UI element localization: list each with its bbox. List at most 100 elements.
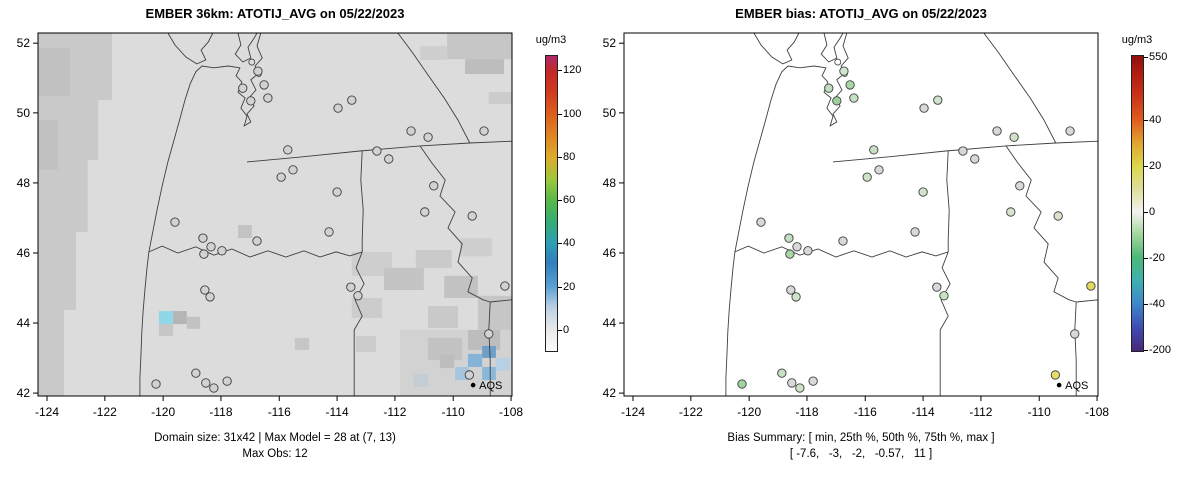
island-outline [248,58,256,66]
x-axis-tick-label: -116 [854,405,877,419]
station-marker [217,246,227,256]
station-marker [484,329,494,339]
station-marker [384,154,394,164]
station-marker [464,370,474,380]
station-marker [939,291,949,301]
x-axis-tick-label: -122 [679,405,703,419]
colorbar-tick-label: 40 [1149,114,1162,127]
station-marker [170,217,180,227]
station-marker [238,83,248,93]
x-axis-tick-label: -118 [209,405,232,419]
colorbar-tick-mark [558,286,562,288]
colorbar-tick-mark [558,243,562,245]
grid-cell [294,337,310,350]
y-axis-tick-label: 44 [603,316,617,330]
model-panel: EMBER 36km: ATOTIJ_AVG on 05/22/2023 -12… [17,6,582,460]
colorbar-tick-label: 550 [1149,51,1168,64]
model-caption-line2: Max Obs: 12 [242,448,308,460]
station-marker [423,132,433,142]
georgia-strait-coast [820,32,844,63]
colorbar-tick-label: 80 [563,150,576,163]
x-axis-tick-label: -112 [383,405,406,419]
station-marker [372,146,382,156]
grid-cell [420,46,448,60]
grid-cell [482,345,496,358]
station-marker [777,368,787,378]
x-axis-tick-label: -114 [326,405,349,419]
bias-panel-title: EMBER bias: ATOTIJ_AVG on 05/22/2023 [735,6,987,21]
station-marker [276,172,286,182]
station-marker [420,207,430,217]
station-marker [500,281,510,291]
station-marker [222,376,232,386]
colorbar-tick-mark [1144,120,1148,122]
colorbar-tick-mark [558,330,562,332]
station-marker [808,376,818,386]
grid-cell [482,366,496,381]
station-marker [246,96,256,106]
colorbar-tick-label: 40 [563,237,576,250]
or-id-border [353,251,365,396]
grid-cell [351,251,393,276]
colorbar-tick-mark [558,70,562,72]
colorbar-tick-mark [1144,212,1148,214]
mt-wy-border [490,299,513,303]
station-marker [353,291,363,301]
colorbar-tick-mark [1144,349,1148,351]
or-id-border [939,251,951,396]
station-marker [910,227,920,237]
station-marker [200,285,210,295]
station-marker [803,246,813,256]
georgia-strait-coast [234,32,258,63]
x-axis-tick-label: -116 [268,405,291,419]
grid-cell [38,231,76,310]
grid-cell [467,353,483,367]
plot-background [624,33,1098,396]
bias-panel: EMBER bias: ATOTIJ_AVG on 05/22/2023 -12… [586,0,1200,479]
grid-cell [356,336,376,353]
x-axis-tick-label: -124 [621,405,645,419]
aqs-legend-label: AQS [1065,380,1088,392]
station-marker [791,292,801,302]
us-canada-border [246,140,513,163]
station-marker [795,383,805,393]
grid-cell [38,160,88,232]
station-marker [737,379,747,389]
grid-cell [158,311,174,325]
station-marker [429,181,439,191]
pacific-coast [139,32,263,396]
plot-border [623,32,1099,397]
grid-cell [477,295,512,330]
station-marker [1009,132,1019,142]
station-marker [832,96,842,106]
grid-cell [465,59,504,75]
y-axis-tick-label: 48 [603,176,617,190]
station-marker [933,95,943,105]
station-marker [283,145,293,155]
x-axis-tick-label: -114 [912,405,935,419]
vancouver-island-coast [753,32,800,65]
x-axis-tick-label: -110 [1028,405,1051,419]
y-axis-tick-label: 44 [17,316,31,330]
station-marker [1086,281,1096,291]
y-axis-tick-label: 52 [603,36,617,50]
colorbar-tick-mark [1144,166,1148,168]
station-marker [467,211,477,221]
model-map: -124 -122 -120 -118 -116 -114 -112 -110 -108 52 50… [17,32,523,419]
station-marker [918,187,928,197]
plot-border [37,32,513,397]
grid-cell [38,120,58,170]
station-marker [263,93,273,103]
colorbar-tick-label: -40 [1149,297,1165,310]
grid-cell [38,309,65,396]
station-marker [347,95,357,105]
id-wy-border [1074,301,1077,396]
station-marker [849,93,859,103]
colorbar-tick-label: 120 [563,64,582,77]
station-marker [839,66,849,76]
colorbar-tick-mark [1144,57,1148,59]
station-marker [1050,370,1060,380]
station-marker [784,233,794,243]
station-marker [786,285,796,295]
island-outline [834,58,842,66]
